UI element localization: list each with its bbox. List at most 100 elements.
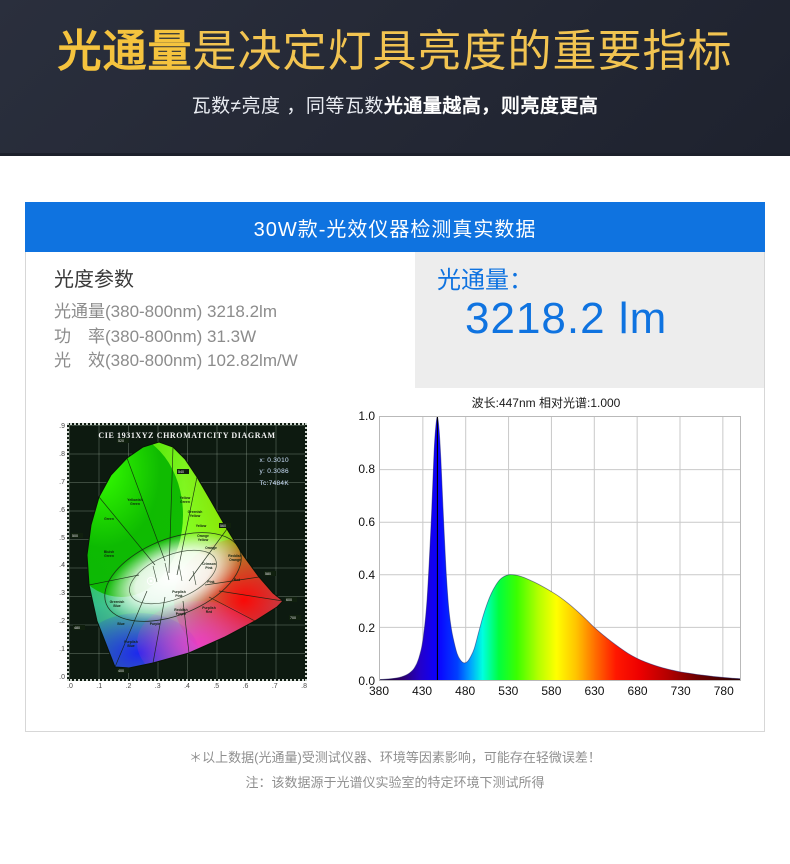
card-header-title: 30W款-光效仪器检测真实数据 xyxy=(253,218,537,241)
svg-text:Blue: Blue xyxy=(113,604,120,608)
spectrum-y-tick: 0.8 xyxy=(358,462,375,476)
photometric-params-panel: 光度参数 光通量(380-800nm) 3218.2lm 功 率(380-800… xyxy=(26,252,415,388)
cie-x-tick: .3 xyxy=(154,683,161,690)
svg-text:Purple: Purple xyxy=(150,622,161,626)
cie-y-tick: .4 xyxy=(59,562,65,570)
cie-x-tick: .0 xyxy=(67,683,73,690)
luminous-flux-value: 3218.2 lm xyxy=(465,294,668,344)
cie-x-tick: .2 xyxy=(125,683,132,690)
cie-x-tick: .8 xyxy=(301,683,307,690)
photometric-params-title: 光度参数 xyxy=(54,269,134,291)
cie-y-tick: .3 xyxy=(59,590,65,598)
svg-text:Yellow: Yellow xyxy=(196,524,207,528)
svg-text:Greenish: Greenish xyxy=(188,510,203,514)
svg-text:Orange: Orange xyxy=(205,546,217,550)
svg-text:700: 700 xyxy=(290,616,296,620)
spectrum-x-tick: 530 xyxy=(498,684,519,698)
cie-plot-area: 520 540 560 580 600 700 500 480 400 Yell… xyxy=(67,423,307,681)
footnotes: ＊以上数据(光通量)受测试仪器、环境等因素影响，可能存在轻微误差！ 注：该数据源… xyxy=(0,746,790,795)
svg-text:Red: Red xyxy=(234,578,240,582)
spectrum-x-tick: 680 xyxy=(627,684,648,698)
svg-text:Pink: Pink xyxy=(205,566,212,570)
svg-text:Blue: Blue xyxy=(127,644,134,648)
header-banner: 光通量是决定灯具亮度的重要指标 瓦数≠亮度 ，同等瓦数光通量越高，则亮度更高 xyxy=(0,0,790,156)
svg-text:Orange: Orange xyxy=(229,558,241,562)
svg-text:Pink: Pink xyxy=(207,580,214,584)
page-subtitle-strong: 光通量越高，则亮度更高 xyxy=(383,96,599,117)
cie-y-tick: .2 xyxy=(59,618,65,626)
cie-y-tick: .9 xyxy=(59,423,65,430)
spectrum-x-tick: 730 xyxy=(670,684,691,698)
svg-text:Bluish: Bluish xyxy=(104,550,114,554)
cie-x-tick: .4 xyxy=(184,683,190,690)
spectrum-x-axis: 380 430 480 530 580 630 680 730 780 xyxy=(369,684,741,702)
cie-readout: x: 0.3010 y: 0.3086 Tc:7484K xyxy=(259,455,289,489)
svg-text:Red: Red xyxy=(206,610,212,614)
cie-y-tick: .7 xyxy=(59,478,65,486)
spectrum-svg xyxy=(380,417,740,680)
svg-text:400: 400 xyxy=(118,669,124,673)
spectrum-x-tick: 780 xyxy=(713,684,734,698)
svg-text:Yellow: Yellow xyxy=(198,538,209,542)
page-subtitle: 瓦数≠亮度 ，同等瓦数光通量越高，则亮度更高 xyxy=(0,97,790,116)
param-line-power: 功 率(380-800nm) 31.3W xyxy=(54,326,257,346)
svg-text:Yellow: Yellow xyxy=(190,514,201,518)
spectrum-plot-area xyxy=(379,416,741,681)
svg-text:Reddish: Reddish xyxy=(174,608,187,612)
spec-row: 光度参数 光通量(380-800nm) 3218.2lm 功 率(380-800… xyxy=(26,252,764,388)
cie-x-axis: .0 .1 .2 .3 .4 .5 .6 .7 .8 xyxy=(67,683,307,697)
spectrum-y-tick: 0.4 xyxy=(358,568,375,582)
spectrum-x-tick: 630 xyxy=(584,684,605,698)
luminous-flux-panel: 光通量： 3218.2 lm xyxy=(415,252,764,388)
cie-x-tick: .7 xyxy=(271,683,278,690)
page-title-rest: 是决定灯具亮度的重要指标 xyxy=(192,27,733,76)
luminous-flux-label: 光通量： xyxy=(437,267,533,294)
cie-y-tick: .0 xyxy=(59,673,65,681)
cie-diagram-title: CIE 1931XYZ CHROMATICITY DIAGRAM xyxy=(98,431,276,440)
svg-text:480: 480 xyxy=(74,626,80,630)
cie-x-tick: .6 xyxy=(242,683,249,690)
svg-text:Green: Green xyxy=(104,554,114,558)
svg-text:Yellowish: Yellowish xyxy=(127,498,142,502)
svg-text:600: 600 xyxy=(286,598,292,602)
footnote-2: 注：该数据源于光谱仪实验室的特定环境下测试所得 xyxy=(245,774,545,790)
cie-y-axis: .9 .8 .7 .6 .5 .4 .3 .2 .1 .0 xyxy=(51,423,65,681)
svg-text:Reddish: Reddish xyxy=(228,554,241,558)
svg-text:Orange: Orange xyxy=(197,534,209,538)
svg-text:Yellow: Yellow xyxy=(180,496,191,500)
cie-readout-tc: Tc:7484K xyxy=(259,479,289,487)
page-title: 光通量是决定灯具亮度的重要指标 xyxy=(0,30,790,74)
svg-text:Purplish: Purplish xyxy=(124,640,138,644)
svg-text:Purple: Purple xyxy=(176,612,187,616)
svg-text:Crimson: Crimson xyxy=(202,562,216,566)
cie-chromaticity-diagram: .9 .8 .7 .6 .5 .4 .3 .2 .1 .0 xyxy=(45,415,317,705)
spectrum-x-tick: 430 xyxy=(412,684,433,698)
footnote-1: ＊以上数据(光通量)受测试仪器、环境等因素影响，可能存在轻微误差！ xyxy=(189,750,601,765)
page-subtitle-light: 瓦数≠亮度 ，同等瓦数 xyxy=(191,96,384,117)
svg-text:580: 580 xyxy=(265,572,271,576)
svg-text:560: 560 xyxy=(220,524,226,528)
spectrum-x-tick: 380 xyxy=(368,684,390,698)
param-line-efficacy: 光 效(380-800nm) 102.82lm/W xyxy=(54,351,298,371)
charts-row: .9 .8 .7 .6 .5 .4 .3 .2 .1 .0 xyxy=(26,388,764,730)
cie-y-tick: .8 xyxy=(59,450,65,458)
cie-readout-x: x: 0.3010 xyxy=(259,457,289,464)
svg-text:Greenish: Greenish xyxy=(110,600,125,604)
svg-text:Blue: Blue xyxy=(117,622,124,626)
page-title-highlight: 光通量 xyxy=(57,27,193,76)
card-header: 30W款-光效仪器检测真实数据 xyxy=(25,202,765,252)
spectrum-chart-title: 波长:447nm 相对光谱:1.000 xyxy=(471,396,621,410)
spectrum-y-tick: 0.2 xyxy=(358,621,375,635)
svg-text:Green: Green xyxy=(180,500,190,504)
cie-readout-y: y: 0.3086 xyxy=(259,468,289,476)
svg-text:Green: Green xyxy=(130,502,140,506)
cie-y-tick: .1 xyxy=(59,646,65,653)
cie-x-tick: .1 xyxy=(96,683,103,690)
param-line-luminous-flux: 光通量(380-800nm) 3218.2lm xyxy=(54,302,277,321)
cie-y-tick: .5 xyxy=(59,534,65,542)
svg-text:Purplish: Purplish xyxy=(202,606,216,610)
svg-text:Pink: Pink xyxy=(175,594,182,598)
spectrum-y-tick: 1.0 xyxy=(358,409,375,423)
spectrum-chart: 波长:447nm 相对光谱:1.000 0.0 0.2 0.4 0.6 0.8 1.0 xyxy=(331,388,761,718)
